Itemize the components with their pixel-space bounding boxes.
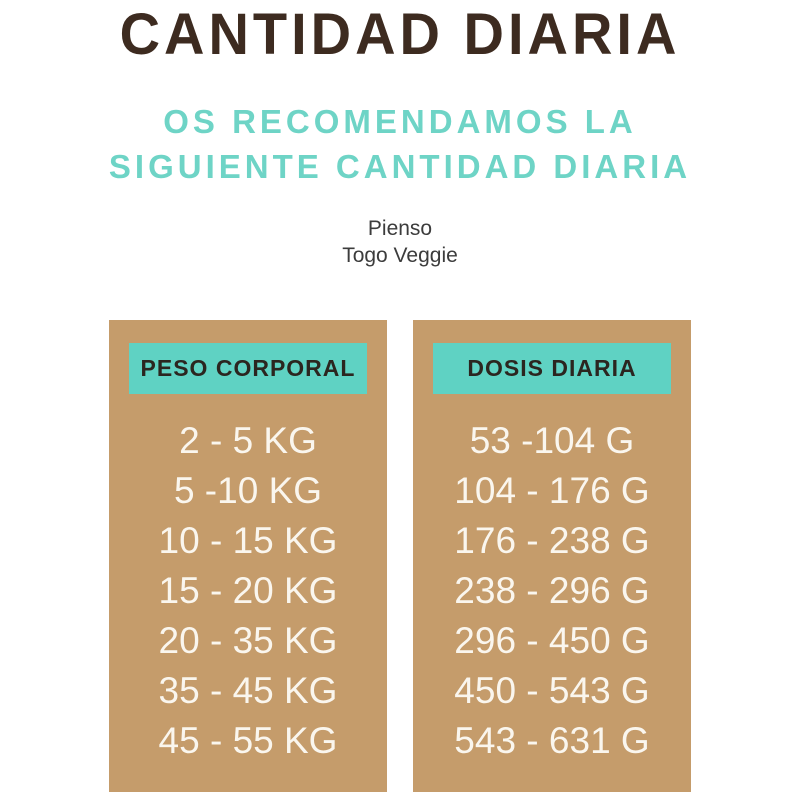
table-row: 53 -104 G <box>469 419 635 461</box>
dose-column-panel: DOSIS DIARIA 53 -104 G 104 - 176 G 176 -… <box>413 319 691 792</box>
table-row: 10 - 15 KG <box>158 519 338 561</box>
weight-rows: 2 - 5 KG 5 -10 KG 10 - 15 KG 15 - 20 KG … <box>109 416 387 766</box>
table-row: 543 - 631 G <box>454 719 650 761</box>
subtitle-line2: SIGUIENTE CANTIDAD DIARIA <box>108 148 692 186</box>
table-row: 104 - 176 G <box>454 469 650 511</box>
table-row: 5 -10 KG <box>173 469 323 511</box>
page-title: CANTIDAD DIARIA <box>119 1 681 67</box>
dose-column-header: DOSIS DIARIA <box>433 342 671 394</box>
dosage-table: PESO CORPORAL 2 - 5 KG 5 -10 KG 10 - 15 … <box>0 319 800 792</box>
table-row: 238 - 296 G <box>454 569 650 611</box>
weight-column-header: PESO CORPORAL <box>129 342 367 394</box>
table-row: 450 - 543 G <box>454 669 650 711</box>
product-line1: Pienso <box>367 216 433 240</box>
dose-rows: 53 -104 G 104 - 176 G 176 - 238 G 238 - … <box>413 416 691 766</box>
table-row: 45 - 55 KG <box>158 719 338 761</box>
weight-column-panel: PESO CORPORAL 2 - 5 KG 5 -10 KG 10 - 15 … <box>109 319 387 792</box>
table-row: 20 - 35 KG <box>158 619 338 661</box>
subtitle: OS RECOMENDAMOS LA SIGUIENTE CANTIDAD DI… <box>0 99 800 190</box>
table-row: 296 - 450 G <box>454 619 650 661</box>
subtitle-line1: OS RECOMENDAMOS LA <box>163 102 637 140</box>
table-row: 176 - 238 G <box>454 519 650 561</box>
table-row: 35 - 45 KG <box>158 669 338 711</box>
product-line2: Togo Veggie <box>342 243 458 267</box>
table-row: 15 - 20 KG <box>158 569 338 611</box>
table-row: 2 - 5 KG <box>179 419 317 461</box>
product-name: Pienso Togo Veggie <box>0 216 800 270</box>
